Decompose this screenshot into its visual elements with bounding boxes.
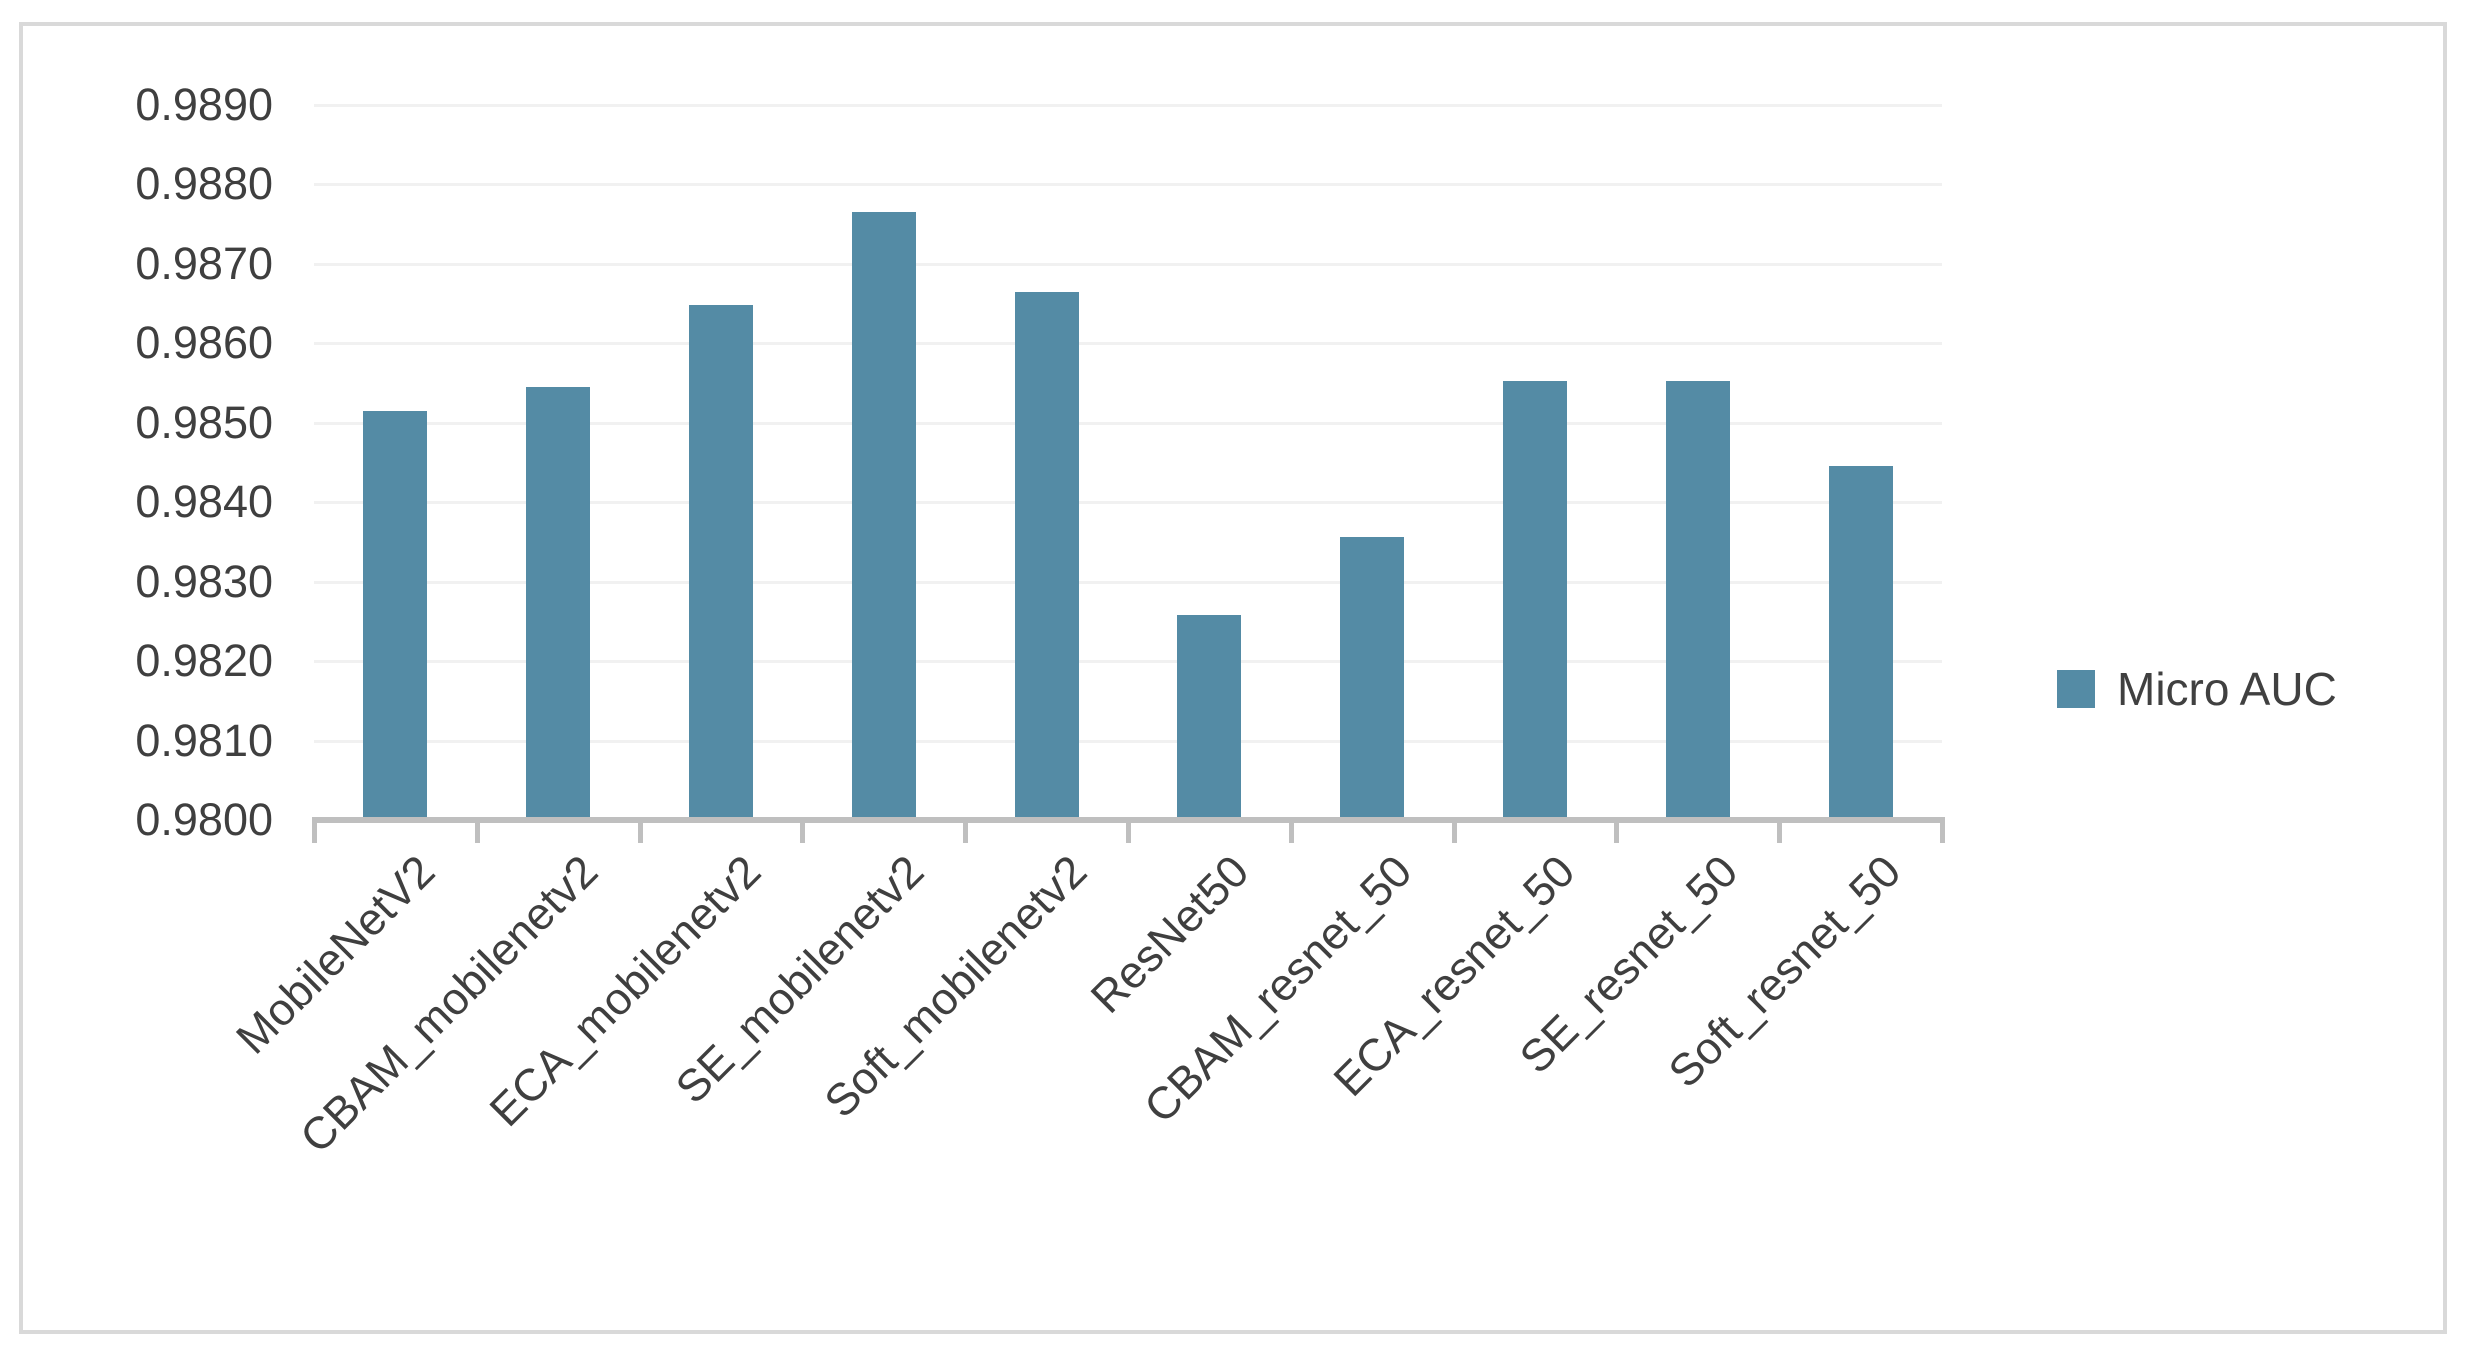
x-axis-tick <box>800 817 806 843</box>
gridline <box>314 501 1942 505</box>
gridline <box>314 660 1942 664</box>
bar-ECA_resnet_50 <box>1503 381 1567 820</box>
x-axis-tick <box>1451 817 1457 843</box>
legend: Micro AUC <box>2057 662 2337 716</box>
gridline <box>314 421 1942 425</box>
bar-ResNet50 <box>1177 615 1242 820</box>
y-axis-tick-label: 0.9820 <box>135 635 273 687</box>
gridline <box>314 183 1942 187</box>
gridline <box>314 104 1942 107</box>
bar-ECA_mobilenetv2 <box>689 305 753 820</box>
x-axis-tick-label: CBAM_mobilenetv2 <box>290 845 608 1163</box>
gridline <box>314 739 1942 743</box>
y-axis-tick-label: 0.9840 <box>135 476 273 528</box>
bar-Soft_resnet_50 <box>1828 466 1893 820</box>
chart-frame: 0.9800 0.9810 0.9820 0.9830 0.9840 0.9850 0.98… <box>19 22 2447 1334</box>
x-axis-tick <box>637 817 643 843</box>
x-axis-tick <box>1288 817 1294 843</box>
gridline <box>314 580 1942 584</box>
y-axis-tick-label: 0.9890 <box>135 79 273 130</box>
x-axis-tick-label: ECA_mobilenetv2 <box>479 845 771 1137</box>
y-axis-tick-label: 0.9800 <box>135 794 273 845</box>
bar-CBAM_resnet_50 <box>1340 537 1405 820</box>
x-axis-tick <box>1614 817 1620 843</box>
gridline <box>314 262 1942 266</box>
legend-swatch-icon <box>2057 670 2095 708</box>
y-axis-tick-label: 0.9880 <box>135 158 273 210</box>
bar-SE_resnet_50 <box>1665 381 1730 820</box>
x-axis-tick <box>1777 817 1783 843</box>
x-axis-tick <box>312 817 317 843</box>
x-axis-tick <box>1940 817 1945 843</box>
y-axis-tick-label: 0.9810 <box>135 714 273 766</box>
bar-SE_mobilenetv2 <box>851 212 916 820</box>
y-axis-tick-label: 0.9850 <box>135 396 273 448</box>
x-axis-tick-label: ResNet50 <box>1081 845 1259 1023</box>
x-axis-tick <box>963 817 969 843</box>
bar-Soft_mobilenetv2 <box>1014 291 1079 820</box>
plot-area <box>314 104 1942 820</box>
bar-CBAM_mobilenetv2 <box>526 387 591 820</box>
legend-label: Micro AUC <box>2117 663 2337 715</box>
y-axis-tick-label: 0.9870 <box>135 237 273 289</box>
y-axis-tick-label: 0.9860 <box>135 317 273 369</box>
y-axis-tick-label: 0.9830 <box>135 555 273 607</box>
gridline <box>314 342 1942 346</box>
x-axis-tick <box>1126 817 1131 843</box>
bar-MobileNetV2 <box>363 410 428 820</box>
x-axis-tick <box>474 817 480 843</box>
